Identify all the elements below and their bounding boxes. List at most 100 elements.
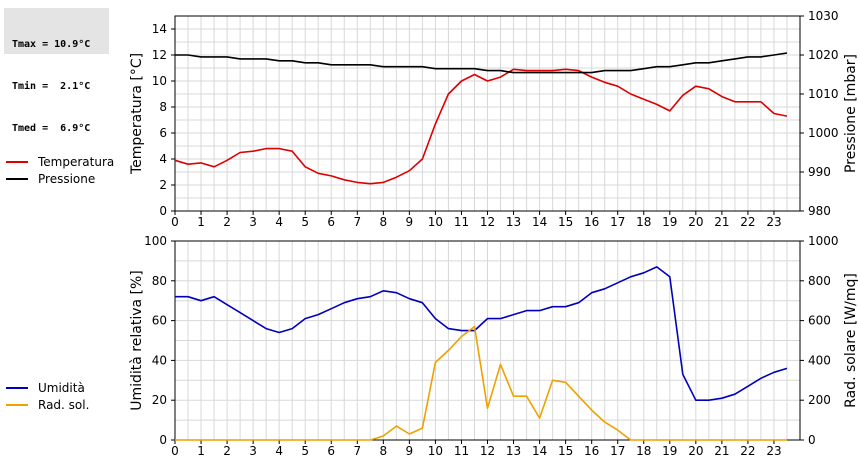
x-tick-label: 16 <box>584 444 599 458</box>
tmin-label: Tmin = 2.1°C <box>12 81 91 92</box>
y-tick-label-right: 400 <box>808 353 831 367</box>
x-tick-label: 14 <box>532 444 547 458</box>
y-tick-label-left: 6 <box>159 126 167 140</box>
x-tick-label: 1 <box>197 444 205 458</box>
x-tick-label: 12 <box>480 444 495 458</box>
series-line-pressione <box>175 52 788 74</box>
y-tick-label-left: 60 <box>152 314 167 328</box>
chart-1 <box>171 15 804 215</box>
x-tick-label: 14 <box>532 215 547 229</box>
x-tick-label: 10 <box>428 215 443 229</box>
x-tick-label: 0 <box>171 444 179 458</box>
x-tick-label: 4 <box>275 215 283 229</box>
x-tick-label: 21 <box>714 444 729 458</box>
x-tick-label: 6 <box>327 444 335 458</box>
x-tick-label: 20 <box>688 444 703 458</box>
x-tick-label: 8 <box>380 215 388 229</box>
x-tick-label: 6 <box>327 215 335 229</box>
legend-label-pressione: Pressione <box>38 171 96 186</box>
y-tick-label-right: 990 <box>808 165 831 179</box>
y-tick-label-right: 1000 <box>808 234 839 248</box>
y-tick-label-left: 80 <box>152 274 167 288</box>
tmed-label: Tmed = 6.9°C <box>12 123 91 134</box>
legend-swatch-umidita <box>6 386 28 389</box>
x-tick-label: 15 <box>558 215 573 229</box>
y-tick-label-right: 600 <box>808 314 831 328</box>
y-tick-label-left: 8 <box>159 100 167 114</box>
series-line-umidit <box>175 266 788 402</box>
legend-label-umidita: Umidità <box>38 380 85 395</box>
x-tick-label: 19 <box>662 444 677 458</box>
x-tick-label: 2 <box>223 444 231 458</box>
y-tick-label-right: 980 <box>808 204 831 218</box>
chart-2 <box>171 240 804 444</box>
x-tick-label: 12 <box>480 215 495 229</box>
x-tick-label: 7 <box>353 444 361 458</box>
x-tick-label: 20 <box>688 215 703 229</box>
x-tick-label: 22 <box>740 444 755 458</box>
y-axis-title-left: Umidità relativa [%] <box>129 270 145 411</box>
legend-swatch-pressione <box>6 177 28 180</box>
y-tick-label-left: 4 <box>159 152 167 166</box>
y-axis-title-left: Temperatura [°C] <box>129 53 145 175</box>
x-tick-label: 23 <box>766 444 781 458</box>
y-tick-label-left: 40 <box>152 353 167 367</box>
x-tick-label: 4 <box>275 444 283 458</box>
x-tick-label: 22 <box>740 215 755 229</box>
series-line-rad-sol <box>175 325 787 441</box>
x-tick-label: 5 <box>301 215 309 229</box>
y-tick-label-left: 2 <box>159 178 167 192</box>
x-tick-label: 17 <box>610 444 625 458</box>
y-tick-label-right: 1010 <box>808 87 839 101</box>
x-tick-label: 18 <box>636 215 651 229</box>
stats-box: Tmax = 10.9°C Tmin = 2.1°C Tmed = 6.9°C <box>4 8 109 134</box>
tmax-label: Tmax = 10.9°C <box>12 39 91 50</box>
x-tick-label: 15 <box>558 444 573 458</box>
series-line-temperatura <box>174 68 788 185</box>
y-tick-label-right: 200 <box>808 393 831 407</box>
x-tick-label: 11 <box>454 444 469 458</box>
y-tick-label-right: 800 <box>808 274 831 288</box>
x-tick-label: 23 <box>766 215 781 229</box>
x-tick-label: 7 <box>353 215 361 229</box>
y-tick-label-left: 0 <box>159 204 167 218</box>
y-tick-label-left: 100 <box>144 234 167 248</box>
x-tick-label: 3 <box>249 215 257 229</box>
x-tick-label: 19 <box>662 215 677 229</box>
y-tick-label-right: 1000 <box>808 126 839 140</box>
x-tick-label: 16 <box>584 215 599 229</box>
y-tick-label-right: 0 <box>808 433 816 447</box>
x-tick-label: 13 <box>506 444 521 458</box>
x-tick-label: 2 <box>223 215 231 229</box>
y-axis-title-right: Pressione [mbar] <box>843 54 859 173</box>
y-tick-label-left: 20 <box>152 393 167 407</box>
y-axis-title-right: Rad. solare [W/mq] <box>843 273 859 408</box>
y-tick-label-left: 12 <box>152 48 167 62</box>
x-tick-label: 8 <box>380 444 388 458</box>
legend-item-temperatura: Temperatura <box>6 153 114 170</box>
x-tick-label: 9 <box>406 444 414 458</box>
x-tick-label: 1 <box>197 215 205 229</box>
legend-label-radsol: Rad. sol. <box>38 397 90 412</box>
x-tick-label: 11 <box>454 215 469 229</box>
legend-bottom: Umidità Rad. sol. <box>6 379 89 413</box>
legend-swatch-radsol <box>6 403 28 406</box>
legend-item-umidita: Umidità <box>6 379 89 396</box>
y-tick-label-left: 10 <box>152 74 167 88</box>
x-tick-label: 0 <box>171 215 179 229</box>
x-tick-label: 17 <box>610 215 625 229</box>
legend-item-pressione: Pressione <box>6 170 114 187</box>
legend-item-radsol: Rad. sol. <box>6 396 89 413</box>
x-tick-label: 5 <box>301 444 309 458</box>
x-tick-label: 3 <box>249 444 257 458</box>
y-tick-label-right: 1020 <box>808 48 839 62</box>
x-tick-label: 10 <box>428 444 443 458</box>
legend-label-temperatura: Temperatura <box>38 154 115 169</box>
x-tick-label: 18 <box>636 444 651 458</box>
y-tick-label-left: 0 <box>159 433 167 447</box>
x-tick-label: 21 <box>714 215 729 229</box>
y-tick-label-left: 14 <box>152 22 167 36</box>
legend-top: Temperatura Pressione <box>6 153 114 187</box>
x-tick-label: 9 <box>406 215 414 229</box>
